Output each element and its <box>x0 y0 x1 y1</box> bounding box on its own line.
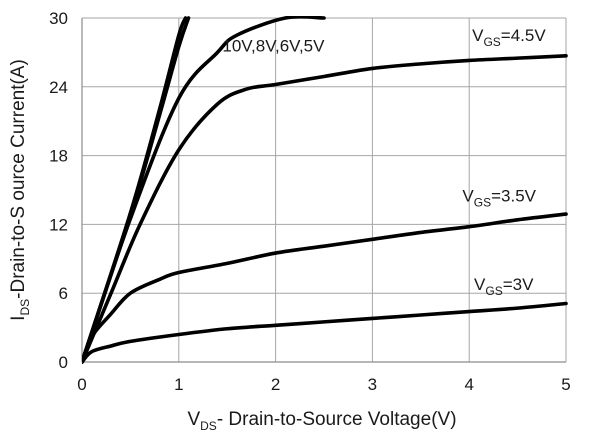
y-axis-title: IDS-Drain-to-S ource Current(A) <box>8 59 32 321</box>
x-tick-label: 4 <box>464 375 473 394</box>
curve-label: VGS=3V <box>474 275 534 298</box>
y-tick-label: 24 <box>49 78 68 97</box>
series-group <box>82 16 568 364</box>
y-tick-label: 18 <box>49 147 68 166</box>
curve-label: VGS=4.5V <box>472 26 546 49</box>
curve-label: 10V,8V,6V,5V <box>222 36 325 55</box>
grid <box>82 17 567 362</box>
y-tick-label: 6 <box>59 284 68 303</box>
x-tick-label: 2 <box>271 375 280 394</box>
x-tick-label: 5 <box>561 375 570 394</box>
axes <box>81 18 566 363</box>
x-tick-label: 3 <box>368 375 377 394</box>
y-tick-label: 0 <box>59 353 68 372</box>
y-tick-labels: 0 6 12 18 24 30 <box>49 9 68 372</box>
series-line <box>82 16 326 364</box>
y-tick-label: 30 <box>49 9 68 28</box>
x-tick-label: 0 <box>77 375 86 394</box>
series-line <box>82 301 568 364</box>
series-line <box>82 212 568 364</box>
x-axis-title: VDS- Drain-to-Source Voltage(V) <box>187 409 456 433</box>
series-line <box>82 54 568 364</box>
x-tick-label: 1 <box>174 375 183 394</box>
x-tick-labels: 0 1 2 3 4 5 <box>77 375 570 394</box>
annotations: 10V,8V,6V,5V VGS=4.5V VGS=3.5V VGS=3V <box>222 26 546 298</box>
y-tick-label: 12 <box>49 215 68 234</box>
curve-label: VGS=3.5V <box>462 186 536 209</box>
